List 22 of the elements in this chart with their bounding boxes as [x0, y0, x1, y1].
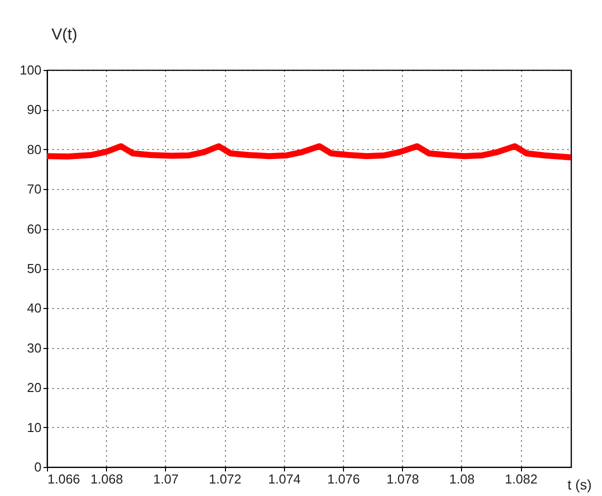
- y-axis-title: V(t): [52, 26, 78, 44]
- y-tick-label: 0: [34, 460, 42, 474]
- x-tick-label: 1.082: [504, 472, 538, 486]
- y-tick-label: 70: [27, 182, 42, 197]
- x-tick-label: 1.066: [48, 472, 80, 486]
- y-tick-label: 10: [27, 420, 42, 435]
- y-tick-label: 80: [27, 142, 42, 157]
- y-tick-label: 20: [27, 380, 42, 396]
- x-tick-label: 1.076: [327, 472, 360, 486]
- y-tick-label: 30: [27, 340, 42, 356]
- x-tick-label: 1.08: [449, 472, 475, 486]
- y-tick-label: 50: [27, 261, 42, 276]
- y-tick-label: 100: [20, 62, 42, 78]
- x-tick-label: 1.068: [90, 472, 123, 486]
- x-tick-label: 1.07: [153, 472, 179, 486]
- y-tick-label: 60: [27, 221, 42, 236]
- x-axis-title: t (s): [568, 476, 592, 492]
- y-tick-label: 90: [27, 102, 42, 118]
- y-tick-label: 40: [27, 300, 42, 316]
- x-tick-label: 1.074: [268, 472, 301, 486]
- x-tick-label: 1.072: [208, 472, 242, 486]
- x-tick-label: 1.078: [386, 472, 420, 486]
